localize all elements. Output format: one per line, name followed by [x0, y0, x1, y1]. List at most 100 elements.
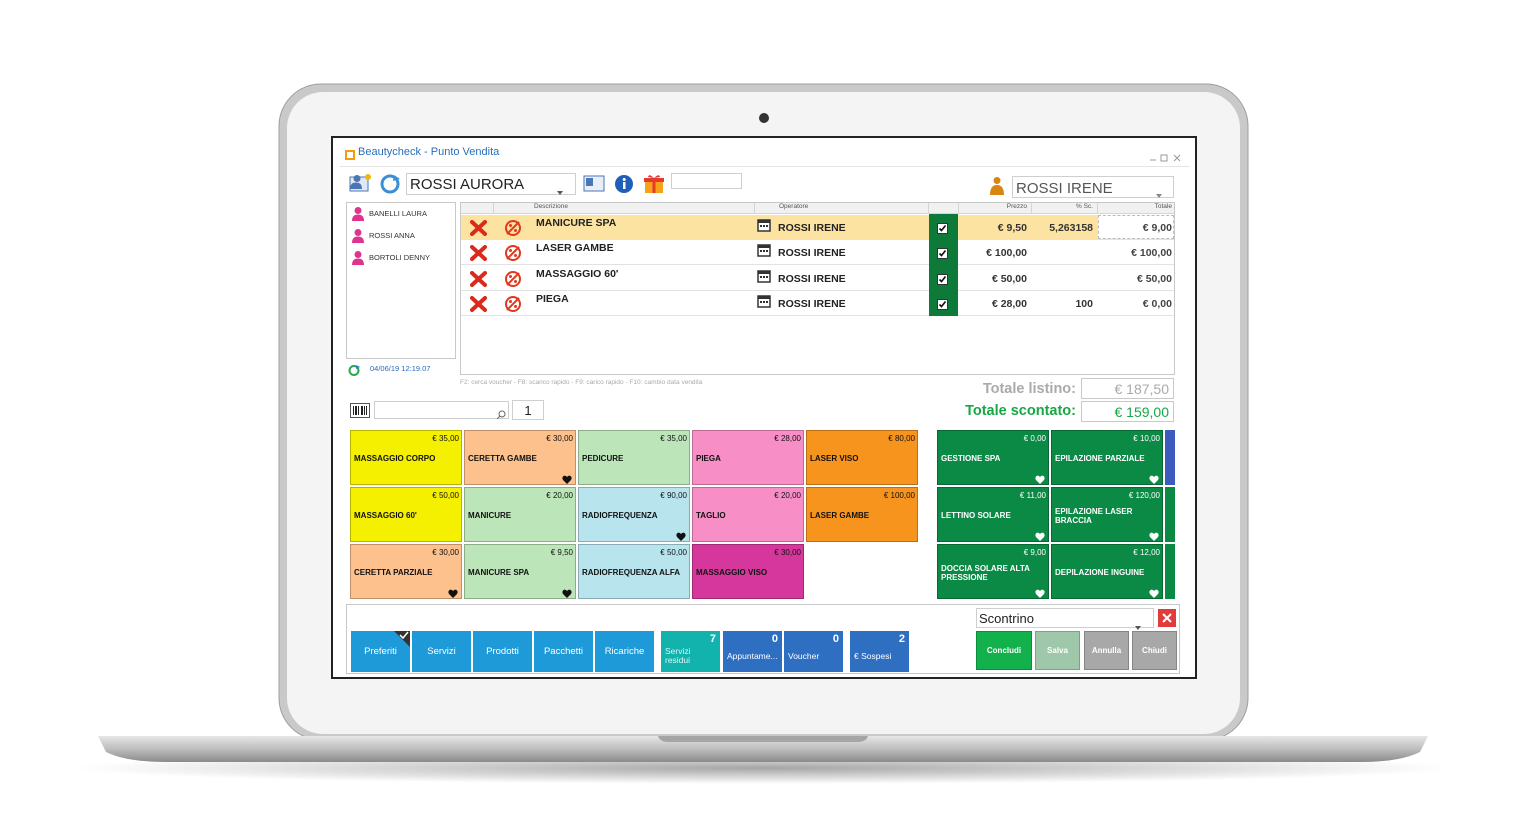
tile-name: PIEGA	[696, 454, 721, 463]
row-price: € 28,00	[991, 298, 1027, 311]
favorite-heart	[1149, 529, 1159, 541]
client-item[interactable]: BANELLI LAURA	[369, 209, 427, 218]
tab-button[interactable]: Servizi	[412, 631, 471, 672]
tile-price: € 20,00	[546, 491, 573, 500]
row-description: LASER GAMBE	[536, 242, 614, 255]
voucher-input[interactable]	[671, 173, 742, 189]
document-type: Scontrino	[979, 611, 1034, 626]
bottom-panel	[346, 604, 1180, 674]
refresh-icon-svg	[380, 174, 400, 194]
calendar-icon-svg	[757, 219, 771, 232]
tab-button[interactable]: Preferiti	[351, 631, 410, 672]
product-tile[interactable]: € 90,00 RADIOFREQUENZA	[578, 487, 690, 542]
client-item[interactable]: BORTOLI DENNY	[369, 253, 430, 262]
action-button[interactable]: Chiudi	[1132, 631, 1177, 670]
tile-price: € 30,00	[546, 434, 573, 443]
row-checkbox-svg	[937, 248, 948, 260]
document-caret	[1135, 617, 1141, 630]
product-tile[interactable]: € 28,00 PIEGA	[692, 430, 804, 485]
document-type-select[interactable]: Scontrino	[976, 608, 1154, 630]
product-tile[interactable]: € 80,00 LASER VISO	[806, 430, 918, 485]
action-button[interactable]: Salva	[1035, 631, 1080, 670]
table-row[interactable]: PIEGA ROSSI IRENE € 28,00 100 € 0,00	[461, 290, 1174, 317]
counter-button[interactable]: 7 Servizi residui	[661, 631, 720, 672]
row-checkbox-svg	[937, 223, 948, 234]
title-sep	[340, 166, 1190, 167]
action-button[interactable]: Concludi	[976, 631, 1032, 670]
table-row[interactable]: MANICURE SPA ROSSI IRENE € 9,50 5,263158 € 9…	[461, 214, 1174, 240]
product-tile[interactable]: € 12,00 DEPILAZIONE INGUINE	[1051, 544, 1163, 599]
header-cell: Descrizione	[534, 203, 568, 210]
row-discount: 5,263158	[1049, 222, 1093, 234]
counter-label: € Sospesi	[854, 650, 892, 661]
window-title: Beautycheck - Punto Vendita	[358, 146, 500, 158]
action-label: Salva	[1047, 646, 1068, 655]
counter-button[interactable]: 0 Appuntame...	[723, 631, 782, 672]
window-controls-svg	[1150, 154, 1181, 162]
tile-price: € 0,00	[1023, 434, 1046, 443]
product-tile[interactable]: € 30,00 CERETTA PARZIALE	[350, 544, 462, 599]
client-icon	[351, 250, 365, 265]
sync-icon	[348, 363, 360, 376]
product-tile[interactable]: € 10,00 EPILAZIONE PARZIALE	[1051, 430, 1163, 485]
tile-price: € 35,00	[432, 434, 459, 443]
selected-corner	[394, 631, 410, 647]
client-item[interactable]: ROSSI ANNA	[369, 231, 415, 240]
favorite-heart-svg	[1035, 475, 1045, 484]
row-description: MANICURE SPA	[536, 217, 617, 229]
refresh-icon	[379, 174, 401, 194]
search-input[interactable]	[374, 401, 509, 420]
tab-button[interactable]: Pacchetti	[534, 631, 593, 672]
row-description: PIEGA	[536, 293, 569, 306]
product-tile[interactable]: € 20,00 TAGLIO	[692, 487, 804, 542]
header-divider	[493, 203, 494, 214]
calendar-icon	[757, 243, 771, 258]
table-row[interactable]: LASER GAMBE ROSSI IRENE € 100,00 € 100,00	[461, 239, 1174, 266]
favorite-heart	[676, 529, 686, 541]
operator-icon	[987, 176, 1007, 196]
hidden-tile-edge	[1165, 430, 1175, 485]
tab-button[interactable]: Ricariche	[595, 631, 654, 672]
row-checkbox	[937, 221, 948, 234]
counter-count: 2	[898, 633, 905, 645]
product-tile[interactable]: € 50,00 MASSAGGIO 60'	[350, 487, 462, 542]
tile-name: CERETTA GAMBE	[468, 454, 537, 463]
quantity-input[interactable]: 1	[512, 400, 544, 420]
timestamp: 04/06/19 12:19.07	[370, 364, 431, 373]
product-tile[interactable]: € 11,00 LETTINO SOLARE	[937, 487, 1049, 542]
product-tile[interactable]: € 9,50 MANICURE SPA	[464, 544, 576, 599]
product-tile[interactable]: € 35,00 PEDICURE	[578, 430, 690, 485]
tile-price: € 120,00	[1128, 491, 1160, 500]
tile-name: LASER VISO	[810, 454, 859, 463]
selected-corner-svg	[394, 631, 410, 647]
table-row[interactable]: MASSAGGIO 60' ROSSI IRENE € 50,00 € 50,00	[461, 264, 1174, 291]
row-checkbox	[937, 272, 948, 285]
client-select[interactable]: ROSSI AURORA	[406, 173, 576, 195]
info-icon	[614, 174, 634, 194]
favorite-heart-svg	[448, 589, 458, 598]
header-divider	[1097, 203, 1098, 214]
counter-button[interactable]: 2 € Sospesi	[850, 631, 909, 672]
product-tile[interactable]: € 9,00 DOCCIA SOLARE ALTA PRESSIONE	[937, 544, 1049, 599]
row-operator: ROSSI IRENE	[778, 298, 846, 311]
client-icon-svg	[352, 229, 364, 243]
product-tile[interactable]: € 30,00 MASSAGGIO VISO	[692, 544, 804, 599]
product-tile[interactable]: € 30,00 CERETTA GAMBE	[464, 430, 576, 485]
product-tile[interactable]: € 35,00 MASSAGGIO CORPO	[350, 430, 462, 485]
tab-label: Prodotti	[486, 646, 519, 657]
tab-button[interactable]: Prodotti	[473, 631, 532, 672]
barcode-icon-svg	[350, 403, 370, 418]
action-button[interactable]: Annulla	[1084, 631, 1129, 670]
product-tile[interactable]: € 100,00 LASER GAMBE	[806, 487, 918, 542]
card-icon	[583, 174, 605, 192]
product-tile[interactable]: € 120,00 EPILAZIONE LASER BRACCIA	[1051, 487, 1163, 542]
row-price: € 50,00	[991, 272, 1027, 285]
product-tile[interactable]: € 50,00 RADIOFREQUENZA ALFA	[578, 544, 690, 599]
product-tile[interactable]: € 20,00 MANICURE	[464, 487, 576, 542]
favorite-heart	[562, 472, 572, 484]
tile-price: € 10,00	[1133, 434, 1160, 443]
tile-name: MANICURE SPA	[468, 568, 530, 577]
operator-select[interactable]: ROSSI IRENE	[1012, 176, 1174, 198]
product-tile[interactable]: € 0,00 GESTIONE SPA	[937, 430, 1049, 485]
counter-button[interactable]: 0 Voucher	[784, 631, 843, 672]
